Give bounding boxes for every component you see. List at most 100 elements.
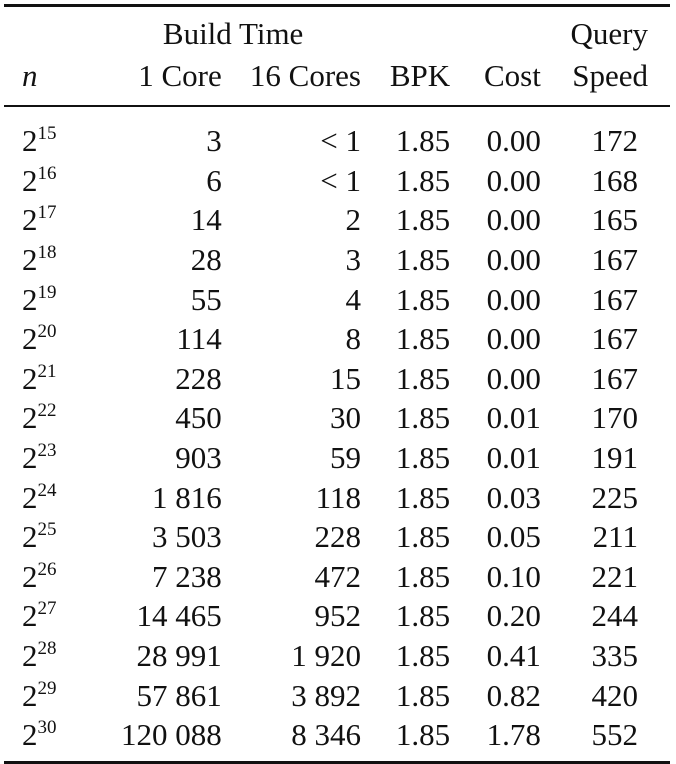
table-row: 216 6 < 1 1.85 0.00 168 [4, 161, 670, 201]
cell-n-base: 2 [22, 360, 38, 396]
table-row: 222 450 30 1.85 0.01 170 [4, 398, 670, 438]
cell-speed: 221 [591, 558, 639, 594]
cell-bpk: 1.85 [395, 519, 451, 555]
table-row: 228 28 991 1 920 1.85 0.41 335 [4, 636, 670, 676]
cell-1-core: 3 [206, 123, 222, 159]
cell-n-exponent: 28 [37, 638, 57, 660]
cell-16-cores: 228 [314, 519, 361, 555]
header-1-core: 1 Core [138, 57, 222, 93]
cell-cost: 0.10 [486, 558, 541, 594]
cell-speed: 191 [591, 440, 639, 476]
cell-cost: 0.00 [486, 202, 541, 238]
cell-1-core: 120 088 [120, 717, 222, 753]
cell-n-base: 2 [22, 440, 38, 476]
cell-n: 220 [4, 319, 105, 359]
header-build-time: Build Time [162, 16, 304, 51]
table-row: 227 14 465 952 1.85 0.20 244 [4, 596, 670, 636]
cell-16-cores: < 1 [320, 123, 361, 159]
cell-speed: 244 [591, 598, 639, 634]
cell-speed: 165 [591, 202, 639, 238]
cell-bpk: 1.85 [395, 717, 451, 753]
cell-cost: 0.82 [486, 677, 541, 713]
cell-n-exponent: 20 [37, 321, 57, 343]
cell-speed: 211 [592, 519, 638, 555]
cell-cost: 0.01 [486, 440, 541, 476]
cell-bpk: 1.85 [395, 400, 451, 436]
cell-bpk: 1.85 [395, 321, 451, 357]
cell-1-core: 7 238 [151, 558, 222, 594]
cell-cost: 0.00 [486, 242, 541, 278]
table-row: 217 14 2 1.85 0.00 165 [4, 200, 670, 240]
header-n-label: n [22, 57, 38, 93]
cell-speed: 420 [591, 677, 639, 713]
cell-speed: 167 [591, 360, 639, 396]
cell-n-exponent: 25 [37, 519, 57, 541]
cell-speed: 172 [591, 123, 639, 159]
cell-n: 230 [4, 715, 105, 762]
header-row-1: Build Time Query [4, 5, 670, 52]
cell-n-exponent: 15 [37, 123, 57, 145]
table-row: 220 114 8 1.85 0.00 167 [4, 319, 670, 359]
header-row-2: n 1 Core 16 Cores BPK Cost Speed [4, 51, 670, 106]
cell-n-exponent: 23 [37, 440, 57, 462]
table-row: 223 903 59 1.85 0.01 191 [4, 438, 670, 478]
cell-n-exponent: 18 [37, 242, 57, 264]
cell-n-exponent: 24 [37, 479, 57, 501]
cell-n-exponent: 19 [37, 281, 57, 303]
cell-1-core: 903 [175, 440, 222, 476]
cell-cost: 0.20 [486, 598, 541, 634]
cell-n-base: 2 [22, 202, 38, 238]
cell-speed: 167 [591, 242, 639, 278]
cell-n-base: 2 [22, 677, 38, 713]
header-16-cores: 16 Cores [249, 57, 361, 93]
cell-cost: 0.05 [486, 519, 541, 555]
cell-n: 216 [4, 161, 105, 201]
cell-cost: 0.41 [486, 638, 541, 674]
cell-cost: 0.00 [486, 321, 541, 357]
cell-bpk: 1.85 [395, 360, 451, 396]
table-row: 225 3 503 228 1.85 0.05 211 [4, 517, 670, 557]
cell-16-cores: 472 [314, 558, 361, 594]
cell-1-core: 228 [175, 360, 222, 396]
cell-16-cores: < 1 [320, 162, 361, 198]
cell-16-cores: 8 [345, 321, 361, 357]
cell-16-cores: 1 920 [291, 638, 361, 674]
cell-speed: 170 [591, 400, 639, 436]
cell-n-base: 2 [22, 598, 38, 634]
cell-n-exponent: 21 [37, 360, 57, 382]
cell-speed: 225 [591, 479, 639, 515]
cell-n: 219 [4, 279, 105, 319]
cell-bpk: 1.85 [395, 638, 451, 674]
cell-n-exponent: 16 [37, 162, 57, 184]
header-blank [361, 6, 450, 52]
results-table: Build Time Query n 1 Core 16 Cores BPK C… [4, 4, 670, 764]
header-query: Query [570, 16, 648, 51]
table-row: 230 120 088 8 346 1.85 1.78 552 [4, 715, 670, 762]
cell-cost: 0.00 [486, 281, 541, 317]
cell-1-core: 28 [190, 242, 222, 278]
cell-16-cores: 59 [329, 440, 361, 476]
table-row: 215 3 < 1 1.85 0.00 172 [4, 106, 670, 161]
cell-n-base: 2 [22, 558, 38, 594]
cell-n: 224 [4, 477, 105, 517]
cell-n-base: 2 [22, 162, 38, 198]
header-blank [450, 6, 541, 52]
cell-n-base: 2 [22, 638, 38, 674]
cell-n: 225 [4, 517, 105, 557]
cell-n: 227 [4, 596, 105, 636]
cell-cost: 0.00 [486, 360, 541, 396]
cell-16-cores: 3 892 [291, 677, 361, 713]
cell-speed: 167 [591, 281, 639, 317]
results-table-container: Build Time Query n 1 Core 16 Cores BPK C… [4, 4, 670, 764]
header-bpk: BPK [389, 57, 451, 93]
cell-n-exponent: 17 [37, 202, 57, 224]
cell-cost: 0.01 [486, 400, 541, 436]
header-blank [4, 6, 105, 52]
cell-cost: 0.03 [486, 479, 541, 515]
cell-bpk: 1.85 [395, 242, 451, 278]
cell-1-core: 1 816 [151, 479, 222, 515]
cell-16-cores: 2 [345, 202, 361, 238]
cell-1-core: 55 [190, 281, 222, 317]
cell-1-core: 14 [190, 202, 222, 238]
cell-speed: 168 [591, 162, 639, 198]
